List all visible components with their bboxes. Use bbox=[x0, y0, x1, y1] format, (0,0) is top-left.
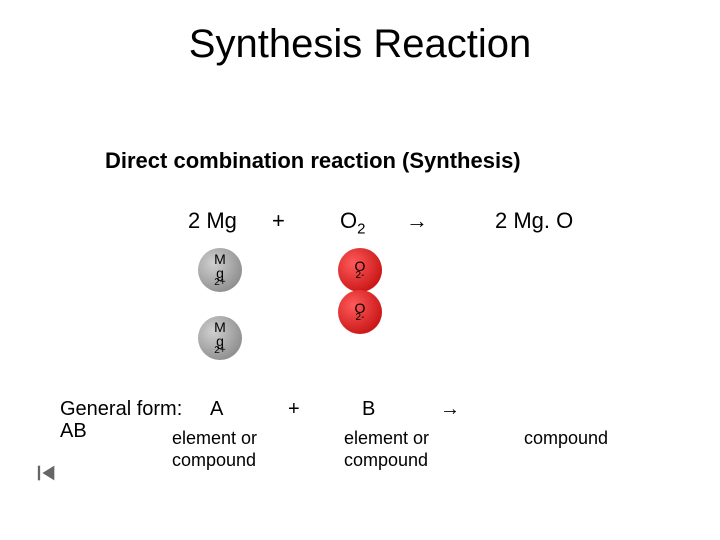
general-a-sub-l1: element or bbox=[172, 428, 257, 449]
equation-arrow: → bbox=[406, 208, 428, 234]
atom-o-1: O 2- bbox=[338, 248, 382, 292]
page-title: Synthesis Reaction bbox=[0, 22, 720, 67]
equation-o2-base: O bbox=[340, 208, 357, 233]
general-b-sub-l1: element or bbox=[344, 428, 429, 449]
general-c-sub: compound bbox=[524, 428, 608, 449]
atom-mg-1-label: Mg bbox=[214, 252, 226, 280]
general-plus: + bbox=[288, 398, 300, 421]
atom-mg-2-label: Mg bbox=[214, 320, 226, 348]
atom-mg-2: Mg 2+ bbox=[198, 316, 242, 360]
general-b: B bbox=[362, 398, 375, 421]
general-form-label: General form: bbox=[60, 398, 182, 421]
atom-mg-2-charge: 2+ bbox=[214, 346, 225, 356]
atom-o-2: O 2- bbox=[338, 290, 382, 334]
atom-o-1-charge: 2- bbox=[356, 271, 365, 281]
atom-o-2-charge: 2- bbox=[356, 313, 365, 323]
skip-back-icon[interactable] bbox=[36, 462, 58, 484]
general-arrow: → bbox=[440, 398, 460, 421]
atom-mg-1-charge: 2+ bbox=[214, 278, 225, 288]
general-a: A bbox=[210, 398, 223, 421]
equation-o2: O2 bbox=[340, 208, 365, 237]
general-ab: AB bbox=[60, 420, 87, 443]
atom-mg-1: Mg 2+ bbox=[198, 248, 242, 292]
equation-2mgo: 2 Mg. O bbox=[495, 208, 573, 234]
general-b-sub-l2: compound bbox=[344, 450, 428, 471]
equation-plus: + bbox=[272, 208, 285, 234]
equation-2mg: 2 Mg bbox=[188, 208, 237, 234]
subtitle: Direct combination reaction (Synthesis) bbox=[105, 148, 521, 174]
general-a-sub-l2: compound bbox=[172, 450, 256, 471]
equation-o2-sub: 2 bbox=[357, 220, 365, 237]
